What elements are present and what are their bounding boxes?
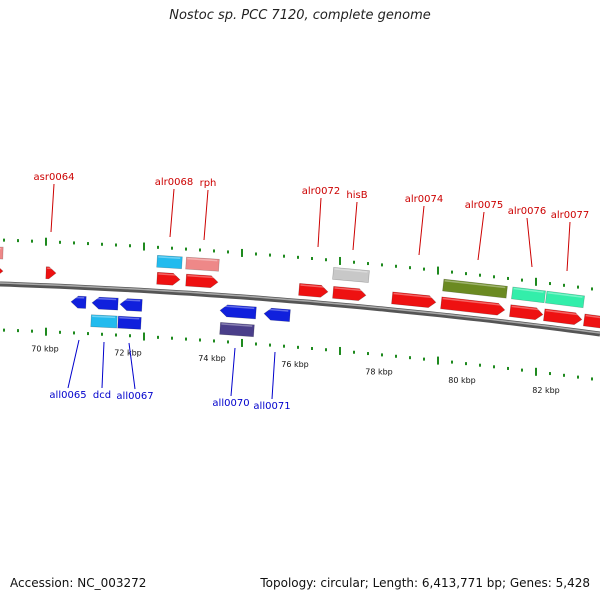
gene-label-leader (317, 197, 322, 248)
gene-arrow-forward[interactable] (582, 313, 600, 330)
gene-label-forward[interactable]: alr0077 (551, 210, 589, 221)
gene-box-forward[interactable] (545, 290, 585, 309)
gene-label-reverse[interactable]: all0065 (49, 390, 86, 401)
gene-label-reverse[interactable]: all0067 (116, 391, 153, 402)
genome-title: Nostoc sp. PCC 7120, complete genome (169, 8, 431, 23)
gene-arrow-reverse[interactable] (91, 296, 119, 311)
gene-label-reverse[interactable]: dcd (93, 390, 111, 401)
gene-arrow-reverse-shine (72, 296, 85, 299)
gene-box-forward[interactable] (185, 256, 220, 272)
gene-box-forward[interactable] (442, 278, 508, 299)
kbp-label: 70 kbp (31, 345, 59, 354)
gene-arrow-reverse[interactable] (119, 298, 143, 312)
gene-arrow-forward-shine (300, 284, 327, 288)
gene-arrow-forward[interactable] (298, 283, 329, 298)
gene-label-forward[interactable]: hisB (346, 190, 367, 201)
kbp-label: 78 kbp (365, 368, 393, 377)
gene-label-leader (67, 339, 80, 389)
gene-label-forward[interactable]: alr0076 (508, 206, 546, 217)
gene-box-forward[interactable] (0, 246, 4, 260)
kbp-label: 72 kbp (114, 349, 142, 358)
gene-arrow-forward[interactable] (543, 308, 583, 326)
gene-label-leader (50, 183, 55, 233)
gene-arrow-reverse-shine (93, 297, 117, 301)
gene-label-reverse[interactable]: all0071 (253, 401, 290, 412)
gene-arrow-forward-shine (334, 287, 365, 292)
gene-arrow-reverse-shine (265, 308, 289, 312)
gene-label-leader (169, 188, 175, 238)
kbp-label: 74 kbp (198, 354, 226, 363)
gene-box-reverse-shine (221, 323, 253, 327)
gene-arrow-forward[interactable] (156, 271, 181, 286)
kbp-label: 80 kbp (448, 376, 476, 385)
gene-arrow-forward[interactable] (185, 273, 219, 289)
gene-label-forward[interactable]: asr0064 (34, 172, 75, 183)
gene-label-leader (352, 201, 358, 251)
kbp-label: 82 kbp (532, 386, 560, 395)
accession-text: Accession: NC_003272 (10, 576, 147, 590)
gene-arrow-forward[interactable] (45, 266, 57, 280)
gene-box-forward-shine (513, 287, 544, 293)
gene-box-forward-shine (334, 268, 368, 273)
gene-arrow-forward-shine (187, 274, 217, 279)
gene-label-leader (566, 221, 571, 272)
gene-arrow-reverse[interactable] (219, 304, 257, 320)
gene-box-reverse-shine (119, 316, 140, 320)
gene-label-leader (203, 189, 209, 241)
gene-box-reverse[interactable] (219, 322, 255, 338)
gene-box-forward-shine (547, 291, 583, 298)
gene-arrow-forward-shine (545, 309, 581, 316)
topology-text: Topology: circular; Length: 6,413,771 bp… (260, 576, 590, 590)
gene-label-leader (477, 211, 485, 261)
gene-box-forward[interactable] (332, 267, 370, 283)
gene-box-forward[interactable] (511, 286, 546, 304)
gene-label-forward[interactable]: alr0075 (465, 200, 503, 211)
gene-arrow-forward-shine (442, 297, 504, 307)
gene-label-leader (271, 351, 276, 400)
gene-label-forward[interactable]: alr0072 (302, 186, 340, 197)
gene-arrow-forward[interactable] (509, 304, 544, 321)
gene-label-reverse[interactable]: all0070 (212, 398, 249, 409)
gene-arrow-forward-shine (158, 273, 179, 276)
gene-label-leader (526, 217, 533, 268)
gene-arrow-reverse-shine (221, 305, 255, 310)
gene-arrow-forward-shine (393, 292, 435, 299)
gene-box-forward-shine (187, 257, 218, 262)
gene-arrow-reverse[interactable] (70, 295, 87, 309)
kbp-label: 76 kbp (281, 360, 309, 369)
gene-arrow-forward-shine (585, 314, 600, 320)
gene-box-forward[interactable] (156, 254, 183, 270)
gene-label-leader (230, 347, 236, 397)
gene-label-leader (418, 205, 425, 256)
gene-box-forward-shine (444, 279, 506, 289)
gene-label-forward[interactable]: alr0068 (155, 177, 193, 188)
genome-backbone (0, 281, 600, 337)
gene-label-forward[interactable]: rph (200, 178, 217, 189)
gene-label-leader (128, 342, 136, 390)
gene-box-reverse[interactable] (117, 315, 142, 330)
gene-arrow-reverse[interactable] (263, 307, 291, 322)
gene-arrow-forward[interactable] (440, 296, 506, 316)
gene-arrow-forward[interactable] (391, 291, 437, 308)
gene-arrow-forward[interactable] (332, 286, 367, 301)
gene-box-forward-shine (158, 256, 181, 259)
gene-label-forward[interactable]: alr0074 (405, 194, 443, 205)
gene-box-reverse-shine (92, 315, 116, 319)
genome-backbone-highlight (0, 282, 600, 334)
gene-arrow-reverse-shine (121, 299, 141, 302)
gene-arrow-forward-shine (511, 305, 542, 311)
gene-label-leader (101, 341, 105, 389)
gene-box-reverse[interactable] (90, 314, 118, 329)
